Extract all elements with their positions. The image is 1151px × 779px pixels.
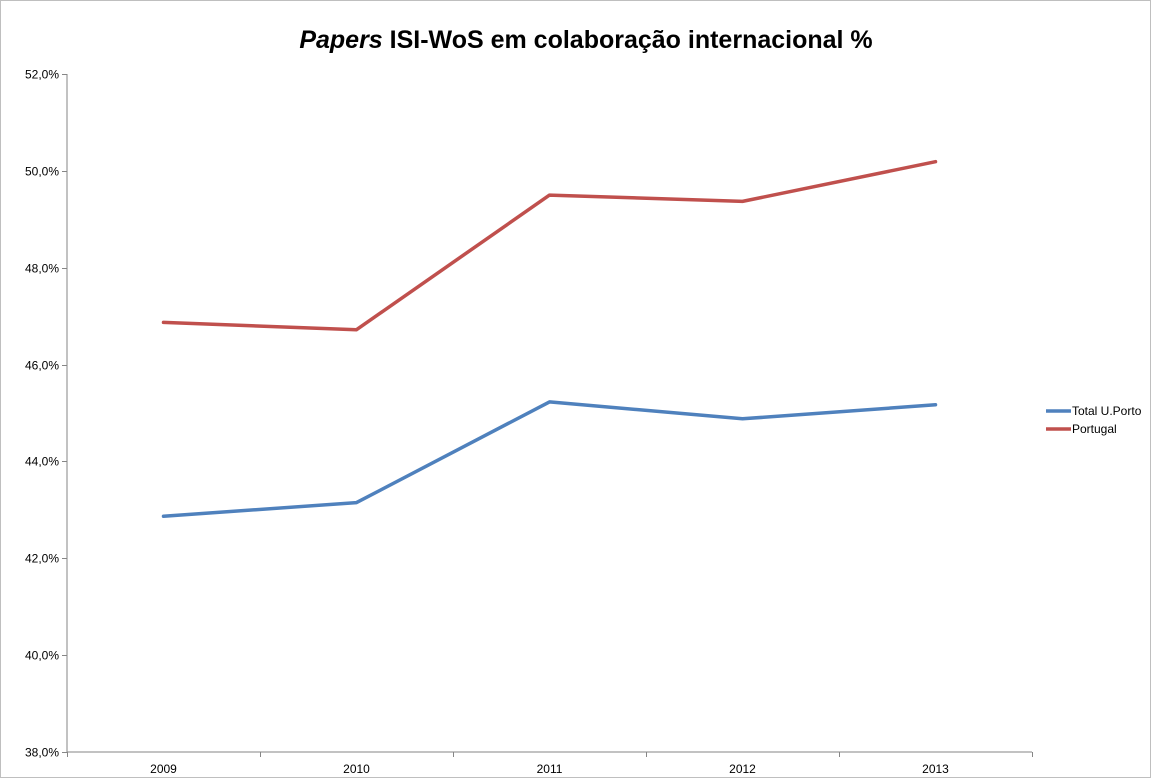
y-tick-label: 52,0% [25,68,59,82]
y-tick-label: 50,0% [25,165,59,179]
y-tick-label: 48,0% [25,262,59,276]
chart-title-italic: Papers [299,26,382,54]
y-tick-label: 44,0% [25,455,59,469]
y-tick-label: 40,0% [25,649,59,663]
x-tick-label: 2013 [922,762,949,776]
legend-label: Total U.Porto [1072,404,1142,418]
x-tick-label: 2010 [343,762,370,776]
x-tick-label: 2012 [729,762,756,776]
legend-label: Portugal [1072,422,1117,436]
y-tick-label: 46,0% [25,359,59,373]
axes-layer: 38,0% 40,0% 42,0% 44,0% 46,0% 48,0% 50,0% 52,0%… [25,68,1033,776]
chart-title: Papers ISI-WoS em colaboração internacio… [299,26,872,54]
legend: Total U.Porto Portugal [1046,404,1142,436]
x-tick-label: 2009 [150,762,177,776]
series-layer [161,159,938,518]
series-line-portugal [161,159,938,332]
y-tick-label: 38,0% [25,746,59,760]
x-tick-label: 2011 [537,762,563,776]
series-line-total-uporto [161,400,938,518]
y-tick-label: 42,0% [25,552,59,566]
chart-title-rest: ISI-WoS em colaboração internacional % [383,26,873,54]
